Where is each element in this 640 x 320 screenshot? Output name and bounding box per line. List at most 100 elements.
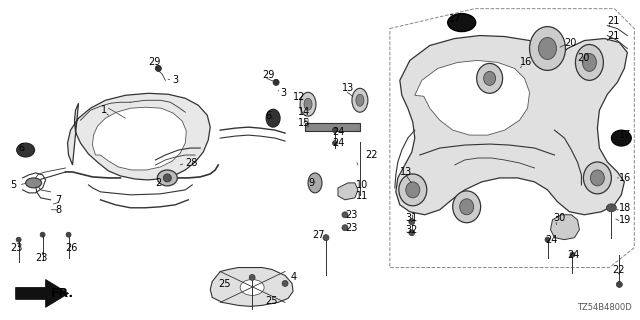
Circle shape	[40, 232, 45, 237]
Polygon shape	[68, 93, 210, 180]
Text: 6: 6	[265, 111, 271, 121]
Text: 23: 23	[345, 223, 357, 233]
Text: 22: 22	[365, 150, 378, 160]
Circle shape	[570, 252, 575, 257]
Ellipse shape	[352, 88, 368, 112]
Circle shape	[332, 128, 337, 132]
Text: 15: 15	[298, 118, 310, 128]
Ellipse shape	[575, 44, 604, 80]
Ellipse shape	[538, 37, 557, 60]
Text: 7: 7	[56, 195, 62, 205]
Text: 5: 5	[11, 180, 17, 190]
Text: 3: 3	[172, 75, 179, 85]
Text: 30: 30	[554, 213, 566, 223]
Text: 24: 24	[568, 250, 580, 260]
Ellipse shape	[304, 98, 312, 110]
Text: 22: 22	[612, 265, 625, 275]
Ellipse shape	[582, 53, 596, 71]
Polygon shape	[93, 107, 186, 170]
Ellipse shape	[406, 182, 420, 198]
Text: 26: 26	[65, 243, 78, 252]
Text: 16: 16	[520, 57, 532, 68]
Ellipse shape	[17, 143, 35, 157]
Text: 17: 17	[620, 130, 632, 140]
Text: 18: 18	[620, 203, 632, 213]
Text: 27: 27	[312, 230, 324, 240]
Text: 29: 29	[148, 57, 161, 68]
Text: 13: 13	[342, 83, 354, 93]
Ellipse shape	[452, 191, 481, 223]
Polygon shape	[15, 279, 68, 307]
Circle shape	[163, 174, 172, 182]
Text: 31: 31	[405, 213, 417, 223]
Circle shape	[66, 232, 71, 237]
Polygon shape	[396, 36, 627, 215]
Text: 3: 3	[280, 88, 286, 98]
Text: TZ54B4800D: TZ54B4800D	[577, 303, 631, 312]
Ellipse shape	[157, 170, 177, 186]
Ellipse shape	[477, 63, 502, 93]
Circle shape	[273, 79, 279, 85]
Text: 24: 24	[545, 235, 558, 245]
Text: 25: 25	[265, 296, 278, 306]
Text: 19: 19	[620, 215, 632, 225]
Circle shape	[409, 219, 415, 225]
Ellipse shape	[611, 130, 631, 146]
Circle shape	[332, 140, 337, 146]
Text: 29: 29	[262, 70, 275, 80]
Polygon shape	[338, 183, 358, 200]
Text: 28: 28	[186, 158, 198, 168]
Polygon shape	[415, 60, 529, 135]
Text: 24: 24	[332, 138, 344, 148]
Polygon shape	[550, 215, 579, 240]
Text: 13: 13	[400, 167, 412, 177]
Circle shape	[342, 225, 348, 231]
Text: FR.: FR.	[51, 287, 74, 300]
Text: 11: 11	[356, 191, 368, 201]
Text: 16: 16	[620, 173, 632, 183]
Text: 1: 1	[100, 105, 107, 115]
Text: 25: 25	[218, 279, 231, 290]
Text: 23: 23	[345, 210, 357, 220]
Ellipse shape	[300, 92, 316, 116]
Ellipse shape	[323, 235, 329, 241]
Ellipse shape	[591, 170, 604, 186]
Text: 23: 23	[36, 252, 48, 263]
Text: 9: 9	[308, 178, 314, 188]
Ellipse shape	[606, 204, 616, 212]
Text: 14: 14	[298, 107, 310, 117]
Text: 8: 8	[56, 205, 61, 215]
Text: 17: 17	[449, 14, 461, 24]
Circle shape	[249, 275, 255, 280]
Text: 32: 32	[405, 225, 417, 235]
Text: 12: 12	[293, 92, 305, 102]
Text: 20: 20	[564, 37, 577, 47]
Text: 23: 23	[11, 243, 23, 252]
Circle shape	[616, 282, 622, 287]
Ellipse shape	[484, 71, 495, 85]
Ellipse shape	[356, 94, 364, 106]
Circle shape	[342, 212, 348, 218]
Text: 24: 24	[332, 127, 344, 137]
FancyBboxPatch shape	[305, 123, 360, 131]
Circle shape	[409, 230, 415, 236]
Ellipse shape	[399, 174, 427, 206]
Ellipse shape	[448, 14, 476, 32]
Circle shape	[282, 280, 288, 286]
Circle shape	[545, 237, 550, 242]
Text: 2: 2	[156, 178, 162, 188]
Text: 21: 21	[607, 16, 620, 26]
Text: 21: 21	[607, 30, 620, 41]
Ellipse shape	[240, 279, 264, 295]
Ellipse shape	[308, 173, 322, 193]
Polygon shape	[210, 268, 293, 306]
Ellipse shape	[266, 109, 280, 127]
Ellipse shape	[584, 162, 611, 194]
Circle shape	[156, 65, 161, 71]
Ellipse shape	[460, 199, 474, 215]
Text: 20: 20	[577, 53, 590, 63]
Circle shape	[16, 237, 21, 242]
Ellipse shape	[26, 178, 42, 188]
Text: 10: 10	[356, 180, 368, 190]
Ellipse shape	[529, 27, 566, 70]
